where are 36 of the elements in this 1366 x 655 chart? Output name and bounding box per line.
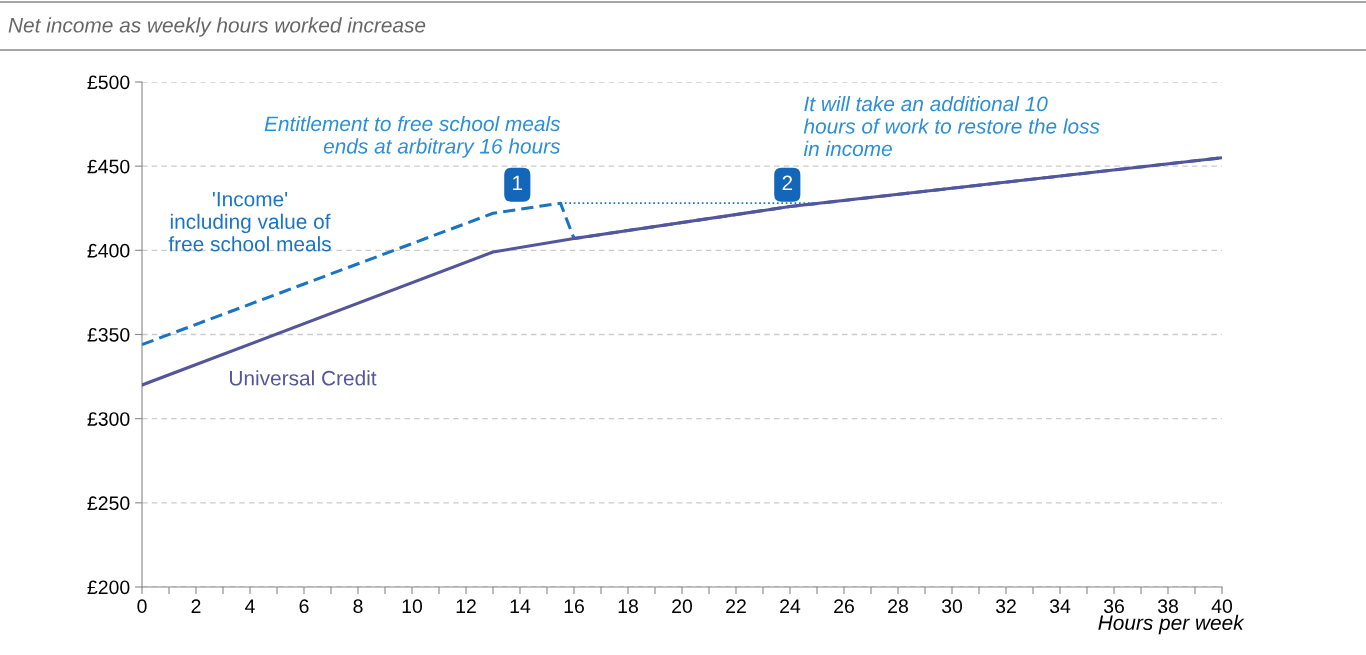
y-tick-label: £300 bbox=[87, 412, 130, 426]
x-tick-label: 4 bbox=[245, 599, 255, 613]
x-axis-title: Hours per week bbox=[1098, 614, 1245, 635]
x-tick-label: 12 bbox=[456, 599, 476, 613]
y-tick-label: £350 bbox=[87, 327, 130, 342]
y-tick-label: £400 bbox=[87, 243, 130, 258]
x-tick-label: 36 bbox=[1103, 599, 1124, 614]
x-tick-label: 34 bbox=[1049, 599, 1071, 614]
y-tick-label: £200 bbox=[87, 580, 130, 595]
x-tick-label: 14 bbox=[510, 599, 531, 613]
x-tick-label: 24 bbox=[780, 599, 801, 613]
x-tick-label: 40 bbox=[1211, 599, 1233, 614]
x-tick-label: 6 bbox=[299, 599, 309, 614]
x-tick-label: 18 bbox=[618, 599, 638, 614]
series-label: Universal Credit bbox=[230, 370, 377, 386]
x-tick-label: 22 bbox=[726, 599, 746, 613]
x-tick-label: 10 bbox=[402, 599, 423, 614]
x-tick-label: 38 bbox=[1157, 599, 1178, 614]
chart-title: Net income as weekly hours worked increase bbox=[8, 17, 426, 37]
annotation: 2 bbox=[782, 175, 793, 191]
x-tick-label: 8 bbox=[353, 599, 363, 614]
x-tick-label: 0 bbox=[137, 599, 147, 614]
x-tick-label: 26 bbox=[834, 599, 854, 614]
annotation: 1 bbox=[513, 175, 523, 191]
x-tick-label: 16 bbox=[564, 599, 584, 614]
y-tick-label: £250 bbox=[87, 496, 130, 511]
x-tick-label: 28 bbox=[888, 599, 908, 614]
series-label: 'Income' including value of free school meals bbox=[168, 192, 331, 252]
annotation: Entitlement to free school meals ends at arbitrary 16 hours bbox=[264, 115, 561, 158]
x-tick-label: 30 bbox=[941, 599, 963, 614]
y-tick-label: £500 bbox=[87, 75, 130, 90]
x-tick-label: 2 bbox=[191, 599, 201, 613]
y-tick-label: £450 bbox=[87, 159, 130, 174]
x-tick-label: 32 bbox=[995, 599, 1016, 614]
annotation: It will take an additional 10 hours of work to restore the loss in income bbox=[803, 95, 1100, 157]
x-tick-label: 20 bbox=[672, 599, 693, 614]
